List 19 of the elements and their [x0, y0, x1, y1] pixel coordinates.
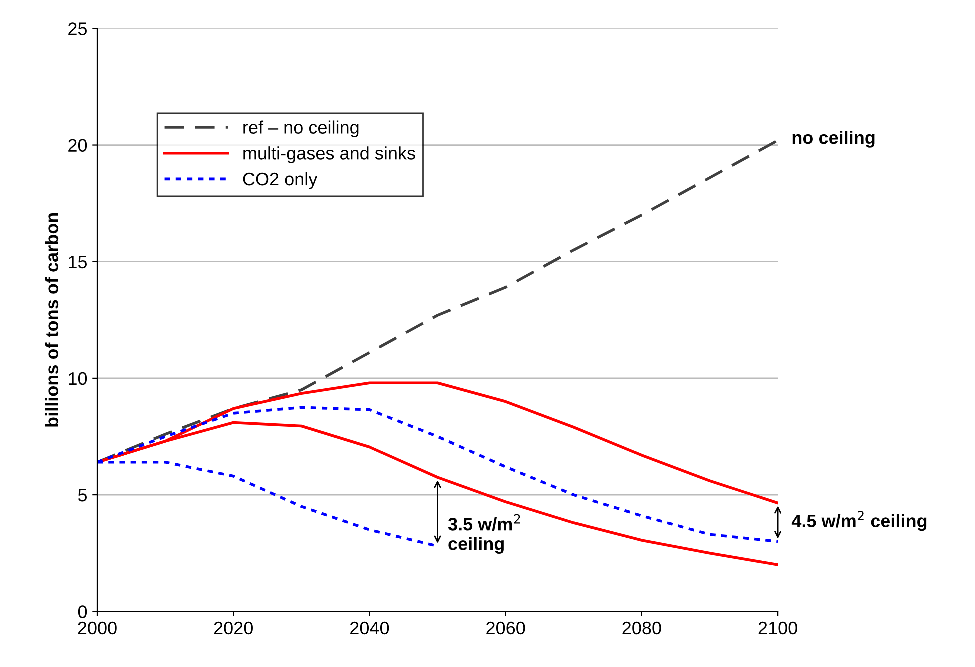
legend-label: multi-gases and sinks	[244, 146, 416, 164]
x-tick-label: 2020	[214, 622, 253, 635]
y-tick-label: 15	[69, 256, 88, 269]
y-axis-title: billions of tons of carbon	[45, 213, 59, 427]
y-tick-label: 0	[78, 606, 88, 618]
y-tick-label: 10	[69, 372, 88, 386]
y-tick-label: 20	[68, 139, 88, 152]
x-tick-label: 2100	[758, 622, 798, 635]
x-tick-label: 2040	[350, 622, 390, 635]
text: 3.5 w/m$^{2}$ ceiling	[448, 514, 520, 554]
text: no ceiling	[792, 130, 875, 148]
y-tick-label: 5	[78, 489, 88, 502]
legend-label: CO2 only	[243, 172, 318, 190]
y-tick-label: 25	[68, 22, 88, 36]
x-tick-label: 2060	[486, 622, 526, 635]
text: 4.5 w/m$^{2}$ ceiling	[792, 511, 927, 532]
x-tick-label: 2000	[78, 622, 117, 635]
legend-label: ref – no ceiling	[244, 120, 359, 138]
x-tick-label: 2080	[622, 622, 662, 635]
